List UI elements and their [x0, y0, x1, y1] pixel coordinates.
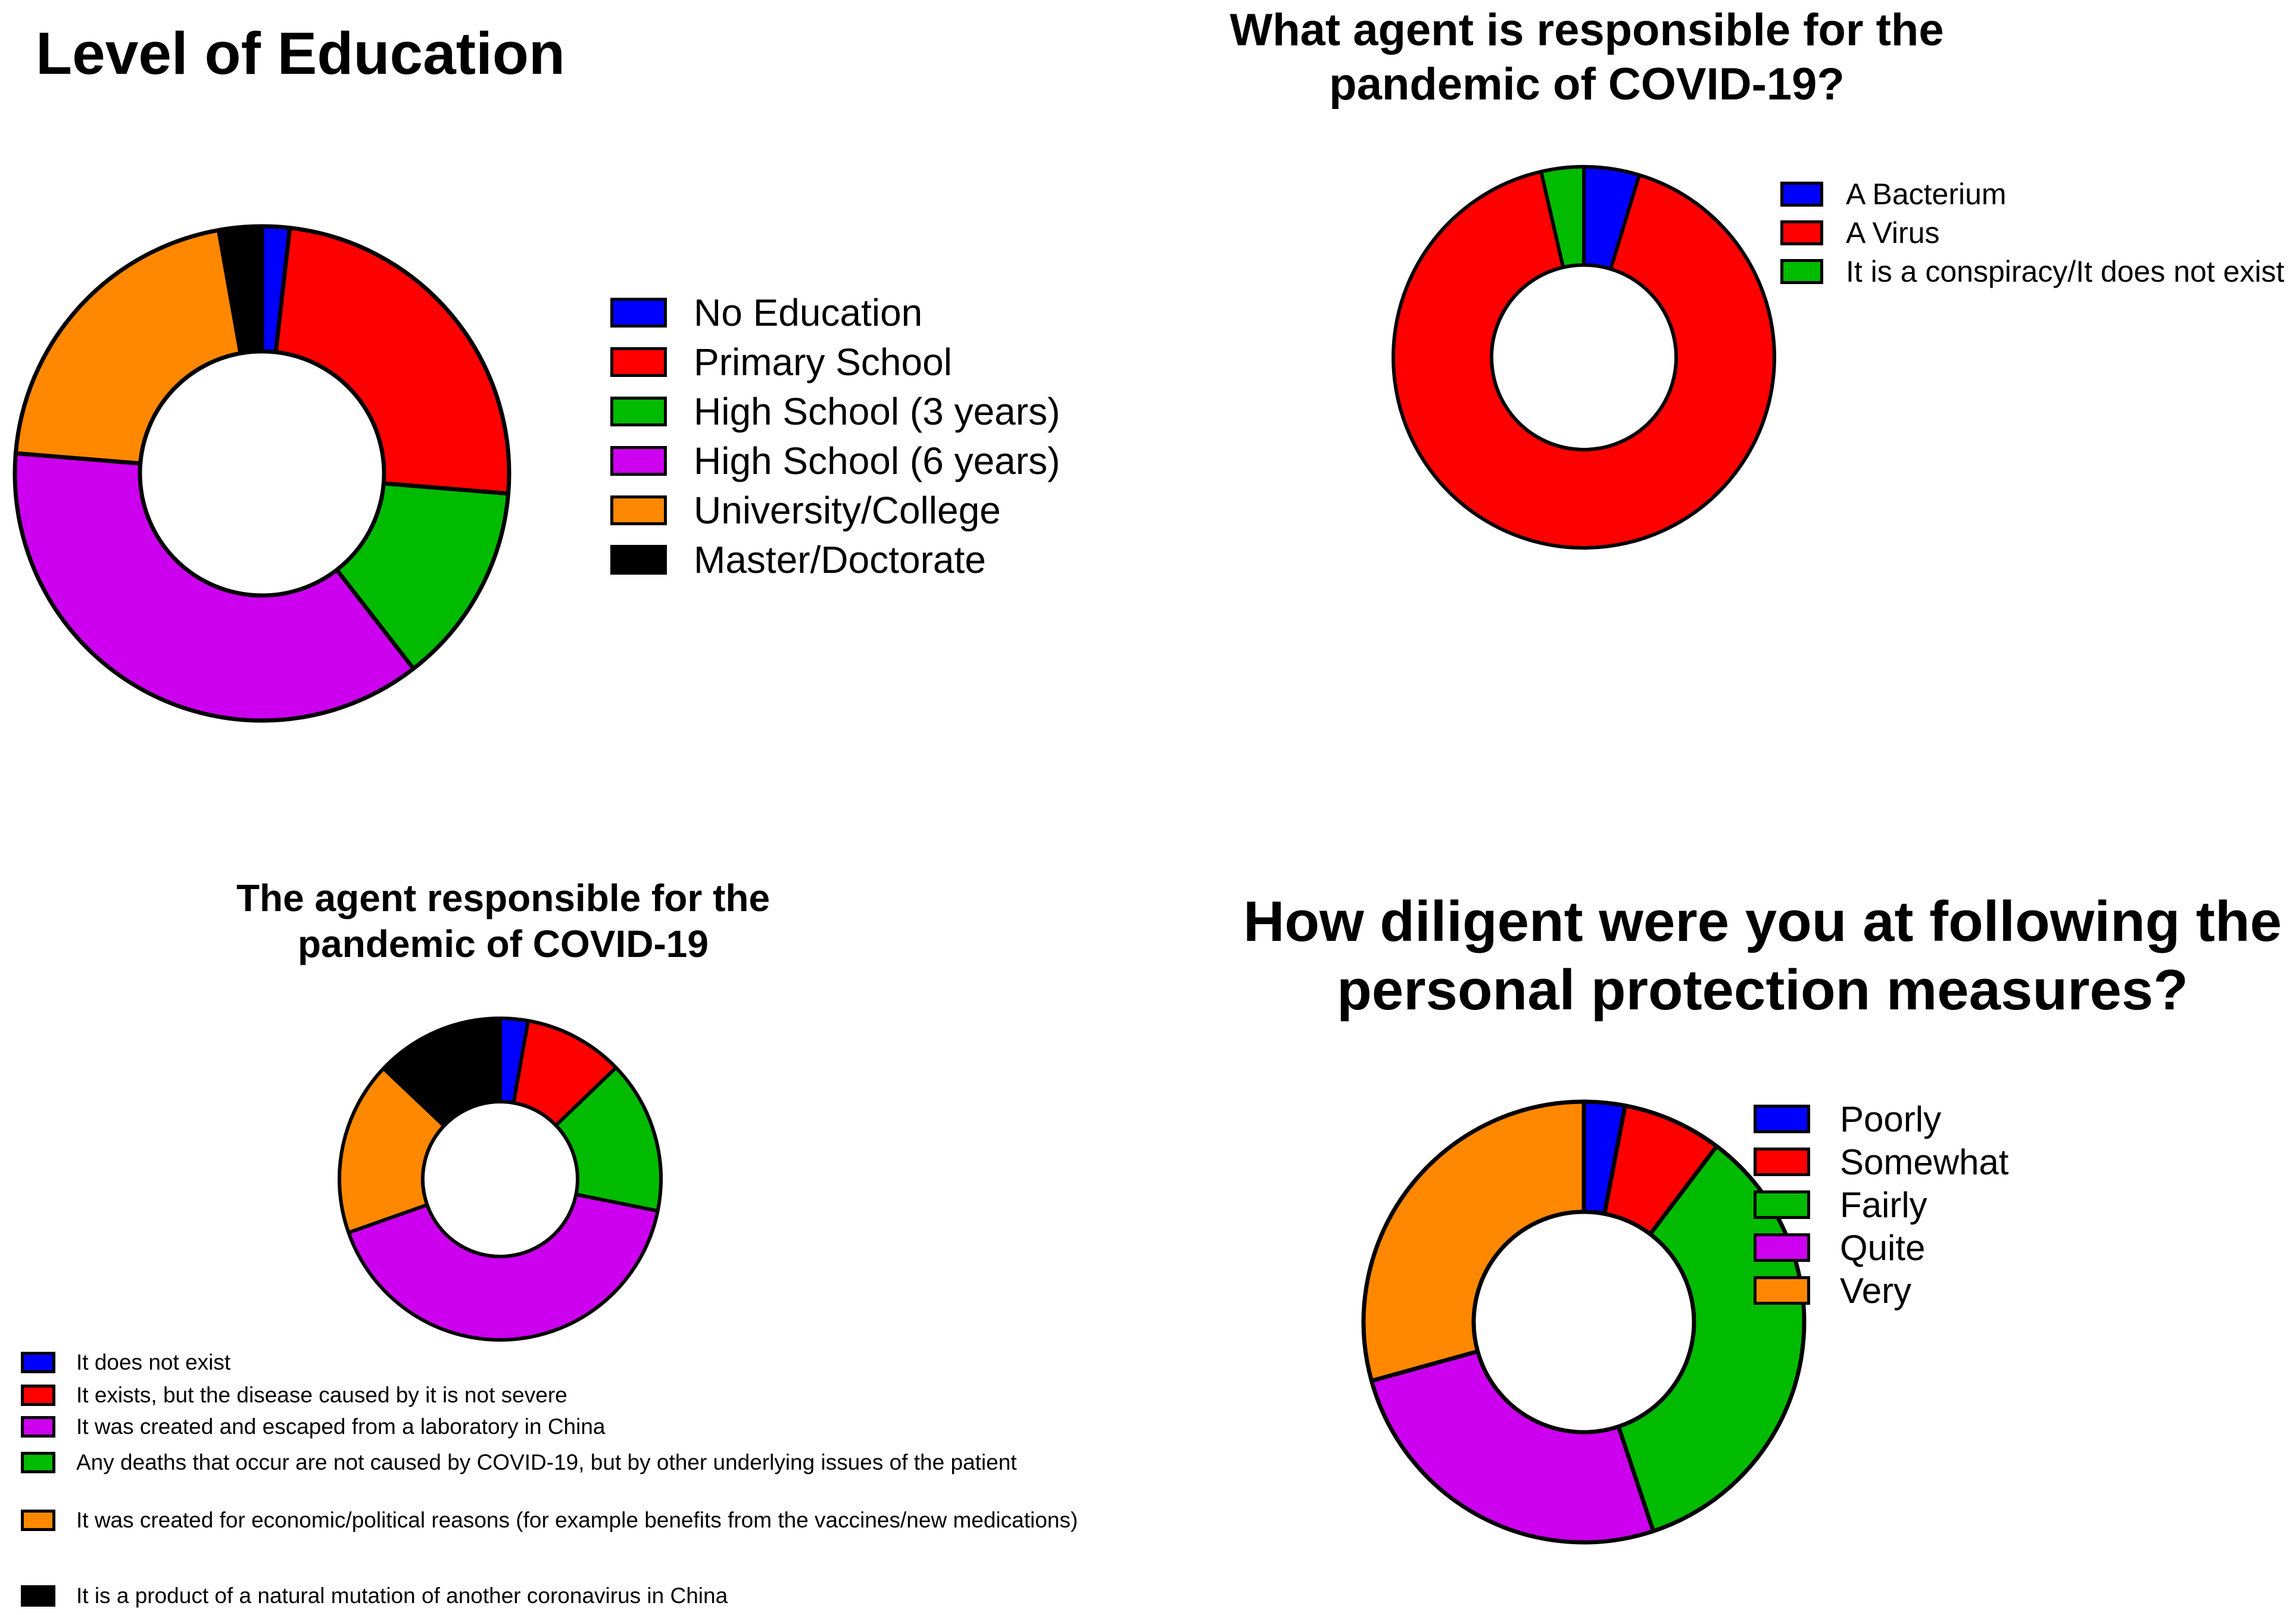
legend-label: No Education — [694, 291, 923, 334]
donut-slice-4 — [13, 451, 416, 723]
legend-label: It exists, but the disease caused by it … — [76, 1383, 567, 1407]
legend-swatch — [21, 1510, 55, 1531]
legend-swatch — [1754, 1233, 1810, 1262]
legend-swatch — [610, 347, 667, 377]
legend-label: It was created and escaped from a labora… — [76, 1414, 606, 1439]
legend-label: It was created for economic/political re… — [76, 1508, 1078, 1532]
legend-label: High School (3 years) — [694, 390, 1060, 433]
legend-swatch — [610, 397, 667, 426]
donut-slice-2 — [273, 226, 511, 496]
legend-swatch — [21, 1385, 55, 1406]
chart-title: How diligent were you at following the p… — [1243, 890, 2282, 1022]
donut-slice-3 — [1539, 165, 1586, 269]
legend-label: Master/Doctorate — [694, 538, 986, 581]
chart-title: Level of Education — [36, 20, 566, 87]
legend-swatch — [1780, 220, 1823, 245]
legend-label: Quite — [1840, 1228, 1926, 1268]
legend-swatch — [21, 1585, 55, 1607]
legend-swatch — [610, 298, 667, 328]
legend-swatch — [21, 1452, 55, 1473]
legend-label: Any deaths that occur are not caused by … — [76, 1450, 1017, 1474]
legend-label: It does not exist — [76, 1350, 231, 1374]
legend-swatch — [1780, 259, 1823, 284]
legend-label: A Virus — [1846, 216, 1940, 250]
legend-label: It is a conspiracy/It does not exist — [1846, 255, 2285, 288]
legend-label: Somewhat — [1840, 1142, 2009, 1182]
legend-swatch — [21, 1416, 55, 1438]
legend-label: Fairly — [1840, 1185, 1927, 1225]
legend-label: Very — [1840, 1271, 1912, 1311]
donut-slice-2 — [1391, 170, 1776, 550]
chart-title: The agent responsible for the pandemic o… — [236, 877, 770, 965]
legend-swatch — [21, 1352, 55, 1373]
legend-label: Primary School — [694, 341, 952, 384]
donut-slice-6 — [382, 1017, 502, 1128]
legend-swatch — [610, 446, 667, 476]
chart-title: What agent is responsible for the pandem… — [1230, 5, 1944, 110]
donut-slice-5 — [1361, 1099, 1586, 1383]
legend-swatch — [610, 495, 667, 525]
donut-slice-4 — [1369, 1349, 1656, 1545]
legend-label: Poorly — [1840, 1099, 1942, 1139]
donut-slice-3 — [347, 1192, 660, 1342]
donut-slice-6 — [216, 224, 264, 356]
donut-slice-4 — [554, 1065, 663, 1213]
legend-swatch — [610, 545, 667, 575]
legend-label: University/College — [694, 489, 1001, 532]
legend-label: High School (6 years) — [694, 439, 1060, 482]
legend-swatch — [1754, 1190, 1810, 1219]
donut-slice-5 — [338, 1067, 446, 1234]
legend-swatch — [1754, 1276, 1810, 1305]
legend-swatch — [1754, 1105, 1810, 1133]
legend-label: A Bacterium — [1846, 177, 2007, 211]
legend-swatch — [1754, 1148, 1810, 1176]
legend-label: It is a product of a natural mutation of… — [76, 1583, 728, 1608]
donut-slice-5 — [13, 227, 243, 466]
legend-swatch — [1780, 182, 1823, 207]
